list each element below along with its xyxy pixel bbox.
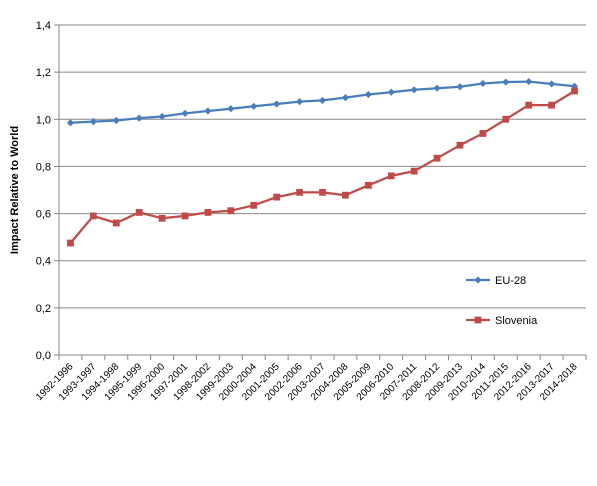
data-point-eu-28 bbox=[548, 80, 556, 88]
data-point-slovenia bbox=[319, 188, 326, 196]
data-point-slovenia bbox=[181, 212, 189, 220]
data-point-eu-28 bbox=[502, 78, 510, 86]
legend-label-eu-28: EU-28 bbox=[495, 275, 526, 287]
data-point-slovenia bbox=[387, 172, 395, 180]
data-point-eu-28 bbox=[158, 112, 166, 121]
y-tick-labels: 0,0 0,2 0,4 0,6 0,8 1,0 1,2 1,4 bbox=[36, 20, 51, 362]
data-point-slovenia bbox=[342, 191, 349, 199]
data-point-slovenia bbox=[525, 101, 533, 109]
data-point-slovenia bbox=[548, 101, 556, 109]
data-point-eu-28 bbox=[456, 83, 464, 91]
series-lines bbox=[66, 77, 579, 247]
y-axis-title: Impact Relative to World bbox=[9, 126, 21, 254]
data-point-eu-28 bbox=[250, 102, 258, 110]
y-tick-label: 1,4 bbox=[36, 20, 51, 32]
y-tick-label: 0,2 bbox=[36, 303, 51, 315]
series-line-slovenia bbox=[69, 90, 576, 244]
gridlines bbox=[59, 24, 586, 309]
data-point-slovenia bbox=[502, 115, 510, 123]
data-point-eu-28 bbox=[135, 114, 143, 122]
data-point-slovenia bbox=[456, 141, 464, 149]
axes bbox=[54, 24, 587, 360]
data-point-slovenia bbox=[135, 208, 143, 216]
data-point-slovenia bbox=[273, 193, 281, 201]
legend-marker-eu-28 bbox=[474, 276, 482, 284]
data-point-eu-28 bbox=[204, 107, 212, 115]
y-tick-label: 1,0 bbox=[36, 114, 51, 126]
data-point-eu-28 bbox=[66, 119, 75, 127]
data-point-slovenia bbox=[410, 167, 418, 175]
data-point-eu-28 bbox=[181, 109, 189, 117]
data-point-slovenia bbox=[364, 181, 372, 189]
data-point-slovenia bbox=[67, 239, 74, 247]
data-point-slovenia bbox=[479, 130, 487, 137]
data-point-eu-28 bbox=[227, 105, 235, 113]
x-tick-labels: 1992-19961993-19971994-19981995-19991996… bbox=[34, 361, 580, 403]
y-tick-label: 0,4 bbox=[36, 256, 51, 268]
data-point-slovenia bbox=[158, 214, 166, 222]
data-point-eu-28 bbox=[295, 98, 304, 106]
data-point-eu-28 bbox=[387, 88, 395, 96]
data-point-slovenia bbox=[89, 212, 97, 220]
data-point-eu-28 bbox=[364, 90, 372, 99]
data-point-eu-28 bbox=[525, 77, 533, 86]
data-point-slovenia bbox=[227, 207, 235, 215]
y-tick-label: 1,2 bbox=[36, 67, 51, 79]
data-point-slovenia bbox=[250, 201, 258, 209]
data-point-eu-28 bbox=[112, 116, 120, 125]
legend: EU-28 Slovenia bbox=[466, 275, 538, 327]
data-point-slovenia bbox=[571, 87, 578, 95]
data-point-eu-28 bbox=[433, 84, 441, 92]
data-point-eu-28 bbox=[410, 86, 418, 94]
legend-marker-slovenia bbox=[474, 316, 482, 324]
data-point-slovenia bbox=[112, 219, 120, 227]
y-tick-label: 0,6 bbox=[36, 209, 51, 221]
y-tick-label: 0,0 bbox=[36, 350, 51, 362]
data-point-slovenia bbox=[433, 154, 441, 162]
data-point-eu-28 bbox=[89, 118, 97, 126]
data-point-slovenia bbox=[204, 208, 212, 216]
data-point-eu-28 bbox=[318, 96, 327, 105]
y-tick-label: 0,8 bbox=[36, 161, 51, 173]
data-point-eu-28 bbox=[273, 100, 281, 108]
data-point-slovenia bbox=[296, 188, 303, 196]
data-point-eu-28 bbox=[341, 94, 350, 102]
legend-label-slovenia: Slovenia bbox=[495, 315, 538, 327]
data-point-eu-28 bbox=[479, 79, 487, 88]
